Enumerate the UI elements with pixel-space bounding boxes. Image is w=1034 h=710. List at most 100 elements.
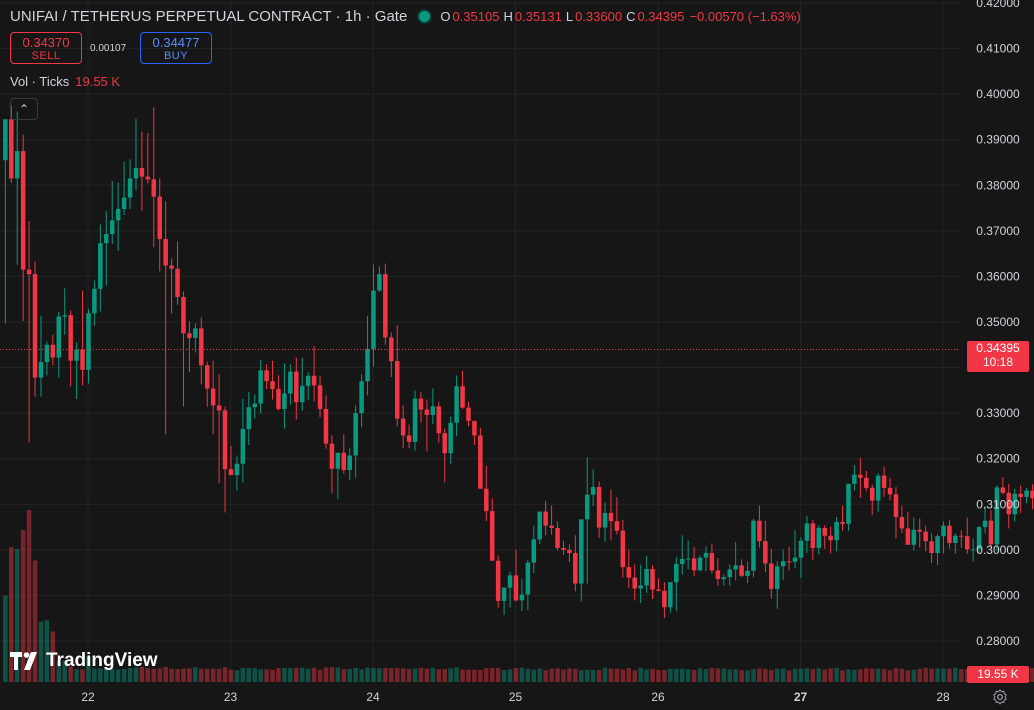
candle-body <box>976 527 982 550</box>
tradingview-logo[interactable]: TradingView <box>10 650 158 672</box>
buy-price: 0.34477 <box>152 35 200 50</box>
candle-body <box>495 560 501 601</box>
candle <box>733 542 738 581</box>
volume-bar <box>466 669 471 682</box>
volume-bar <box>258 669 263 682</box>
volume-bar <box>953 667 958 682</box>
candle-body <box>632 577 637 589</box>
candle-body <box>9 119 14 179</box>
candle-body <box>454 386 459 423</box>
buy-button[interactable]: 0.34477 BUY <box>140 32 212 64</box>
collapse-legend-button[interactable]: ⌃ <box>10 98 38 120</box>
candle <box>484 465 489 522</box>
volume-bar <box>804 668 810 682</box>
symbol-title[interactable]: UNIFAI / TETHERUS PERPETUAL CONTRACT · 1… <box>10 7 408 25</box>
candle <box>323 395 329 449</box>
volume-bar <box>359 669 364 682</box>
candle-body <box>644 568 649 586</box>
candle-body <box>567 549 572 554</box>
candle-body <box>74 349 79 361</box>
candle-body <box>1006 492 1012 515</box>
candle <box>638 564 643 604</box>
candle-body <box>359 381 364 414</box>
price-axis: 0.42000 0.41000 0.40000 0.39000 0.38000 0.370… <box>976 0 1020 648</box>
candle-body <box>537 511 542 540</box>
candle-body <box>525 562 531 595</box>
volume-bar <box>709 667 715 682</box>
candle <box>579 519 584 602</box>
volume-bar <box>822 669 827 682</box>
volume-bar <box>739 670 744 682</box>
market-status-dot <box>419 10 431 22</box>
volume-bar <box>549 668 554 682</box>
candle <box>234 455 240 491</box>
candle-body <box>620 530 626 568</box>
candle-body <box>430 406 436 415</box>
volume-bar <box>1030 668 1034 682</box>
candle <box>846 483 851 531</box>
candle <box>549 505 554 535</box>
candle-body <box>679 558 685 564</box>
volume-bar <box>834 667 839 682</box>
volume-bar <box>133 667 139 682</box>
volume-bar <box>484 668 489 682</box>
candle-body <box>584 494 590 520</box>
candle-body <box>412 398 418 442</box>
candle <box>365 316 370 396</box>
volume-bar <box>887 670 893 682</box>
volume-bar <box>596 670 602 682</box>
volume-bar <box>579 670 584 682</box>
candle-body <box>484 488 489 512</box>
candle <box>270 360 275 400</box>
candle <box>400 405 406 449</box>
sell-button[interactable]: 0.34370 SELL <box>10 32 82 64</box>
candle-body <box>383 274 388 338</box>
candle <box>757 505 762 548</box>
candle-body <box>774 566 780 590</box>
volume-bar <box>869 668 875 682</box>
candle-body <box>822 527 827 536</box>
candle <box>1024 487 1029 504</box>
candle-body <box>3 119 8 161</box>
candle <box>709 543 715 574</box>
volume-bar <box>679 668 685 682</box>
candle-body <box>371 290 376 349</box>
candle-body <box>899 517 905 529</box>
candle <box>632 564 637 601</box>
volume-legend-label: Vol · Ticks <box>10 74 70 89</box>
candle-body <box>869 487 875 501</box>
candle-body <box>44 344 50 363</box>
candle-body <box>240 429 246 464</box>
volume-bar <box>430 667 436 682</box>
candle-body <box>602 512 608 528</box>
volume-bar <box>638 667 643 682</box>
volume-bar <box>86 656 91 682</box>
candle-body <box>115 208 121 221</box>
volume-bar <box>858 669 863 682</box>
candle-body <box>549 525 554 528</box>
gear-icon[interactable] <box>991 688 1009 706</box>
candle-body <box>638 585 643 589</box>
volume-bar <box>727 669 732 682</box>
sell-price: 0.34370 <box>22 35 70 50</box>
volume-bar <box>519 667 525 682</box>
candle-body <box>608 512 614 522</box>
candle <box>377 266 382 292</box>
volume-bars <box>3 510 1034 682</box>
volume-legend[interactable]: Vol · Ticks 19.55 K <box>10 74 120 89</box>
candle <box>80 290 85 386</box>
candle <box>679 535 685 575</box>
volume-bar <box>288 668 293 682</box>
volume-bar <box>662 669 667 682</box>
candle <box>620 519 626 578</box>
volume-bar <box>98 668 103 682</box>
candle-body <box>460 386 465 408</box>
time-tick-label: 22 <box>81 690 95 704</box>
candle <box>994 485 1000 552</box>
volume-bar <box>169 668 174 682</box>
candle-body <box>531 539 537 563</box>
candle-body <box>305 375 311 386</box>
volume-bar <box>276 667 281 682</box>
volume-bar <box>32 560 38 682</box>
